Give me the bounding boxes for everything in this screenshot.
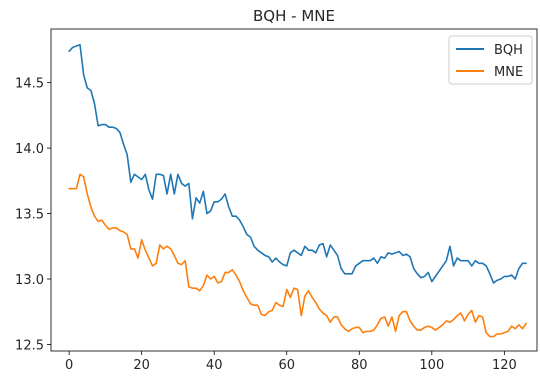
legend: BQH MNE bbox=[448, 35, 533, 85]
x-tick-label: 60 bbox=[278, 358, 295, 373]
y-tick-label: 14.5 bbox=[15, 77, 44, 92]
y-tick-label: 13.5 bbox=[15, 208, 44, 223]
series-line-mne bbox=[68, 173, 527, 338]
x-tick-label: 120 bbox=[492, 358, 517, 373]
legend-label-bqh: BQH bbox=[494, 43, 523, 58]
x-tick-label: 100 bbox=[419, 358, 444, 373]
x-tick-label: 80 bbox=[351, 358, 368, 373]
y-tick-label: 12.5 bbox=[15, 338, 44, 353]
ticks-layer: 0 20 40 60 80 100 120 12.5 13.0 13.5 14.0 14.5 bbox=[15, 77, 517, 373]
y-tick-label: 13.0 bbox=[15, 273, 44, 288]
x-tick-label: 20 bbox=[133, 358, 150, 373]
series-layer bbox=[68, 43, 527, 338]
chart-title: BQH - MNE bbox=[253, 7, 335, 25]
legend-label-mne: MNE bbox=[494, 65, 523, 80]
x-tick-label: 0 bbox=[65, 358, 73, 373]
series-line-bqh bbox=[68, 43, 527, 284]
y-tick-label: 14.0 bbox=[15, 142, 44, 157]
plot-frame bbox=[50, 28, 538, 352]
x-tick-label: 40 bbox=[206, 358, 223, 373]
